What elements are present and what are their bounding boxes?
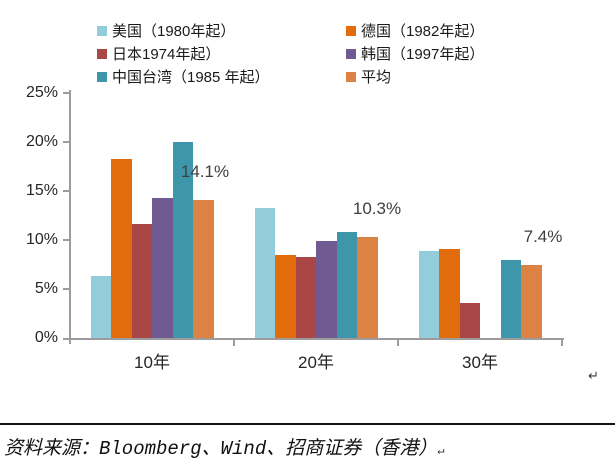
legend-label-germany: 德国（1982年起） xyxy=(361,23,485,40)
bar-korea-10y xyxy=(152,197,173,338)
legend-label-us: 美国（1980年起） xyxy=(112,23,236,40)
data-label-average-20y: 10.3% xyxy=(352,199,402,218)
bar-us-30y xyxy=(418,250,439,338)
legend-label-korea: 韩国（1997年起） xyxy=(361,46,485,63)
x-axis-tick xyxy=(233,340,235,346)
bar-germany-10y xyxy=(111,158,132,338)
bar-average-10y xyxy=(193,199,214,338)
y-axis-label: 0% xyxy=(34,329,58,346)
y-axis-label: 5% xyxy=(34,280,58,297)
bar-average-20y xyxy=(357,237,378,338)
bar-taiwan-10y xyxy=(172,142,193,338)
bar-japan-30y xyxy=(459,302,480,338)
footer-divider xyxy=(0,423,615,425)
legend-label-japan: 日本1974年起） xyxy=(112,46,221,63)
legend-item-average: 平均 xyxy=(346,65,484,88)
legend-label-taiwan: 中国台湾（1985 年起） xyxy=(112,69,270,86)
y-axis-tick xyxy=(63,239,70,241)
plot-area xyxy=(70,93,562,338)
y-axis-label: 25% xyxy=(25,84,58,101)
legend-item-germany: 德国（1982年起） xyxy=(346,19,484,42)
legend-swatch-us xyxy=(97,25,107,36)
legend-swatch-average xyxy=(346,71,356,82)
source-note: 资料来源：Bloomberg、Wind、招商证券（香港）↵ xyxy=(4,433,615,460)
bar-korea-20y xyxy=(316,240,337,338)
x-axis-label-30y: 30年 xyxy=(462,353,498,372)
y-axis-tick xyxy=(63,190,70,192)
bar-germany-20y xyxy=(275,254,296,338)
bar-average-30y xyxy=(521,265,542,338)
legend-item-us: 美国（1980年起） xyxy=(97,19,346,42)
bar-taiwan-30y xyxy=(500,259,521,338)
data-label-average-10y: 14.1% xyxy=(180,162,230,181)
y-axis-label: 20% xyxy=(25,133,58,150)
x-axis-tick xyxy=(561,340,563,346)
bar-japan-10y xyxy=(131,224,152,338)
legend-item-taiwan: 中国台湾（1985 年起） xyxy=(97,65,346,88)
legend-swatch-germany xyxy=(346,25,356,36)
legend-swatch-taiwan xyxy=(97,71,107,82)
bar-us-20y xyxy=(254,207,275,338)
chart-legend: 美国（1980年起） 德国（1982年起） 日本1974年起） 韩国（1997年起） 中… xyxy=(97,19,484,88)
bar-taiwan-20y xyxy=(336,232,357,338)
data-label-average-30y: 7.4% xyxy=(523,227,563,246)
y-axis-tick xyxy=(63,92,70,94)
legend-label-average: 平均 xyxy=(361,69,392,86)
y-axis-tick xyxy=(63,141,70,143)
source-text: 资料来源：Bloomberg、Wind、招商证券（香港） xyxy=(4,438,438,460)
legend-item-japan: 日本1974年起） xyxy=(97,42,346,65)
bar-germany-30y xyxy=(439,248,460,338)
bar-us-10y xyxy=(90,276,111,338)
y-axis-label: 10% xyxy=(25,231,58,248)
y-axis-label: 15% xyxy=(25,182,58,199)
x-axis-tick xyxy=(397,340,399,346)
x-axis-label-10y: 10年 xyxy=(134,353,170,372)
y-axis-tick xyxy=(63,288,70,290)
x-axis-line xyxy=(63,338,564,340)
paragraph-return-mark: ↵ xyxy=(437,444,445,458)
legend-item-korea: 韩国（1997年起） xyxy=(346,42,484,65)
legend-swatch-korea xyxy=(346,48,356,59)
legend-swatch-japan xyxy=(97,48,107,59)
y-axis-line xyxy=(69,90,71,344)
paragraph-return-mark: ↵ xyxy=(588,368,599,383)
x-axis-label-20y: 20年 xyxy=(298,353,334,372)
bar-japan-20y xyxy=(295,256,316,338)
bar-chart: 美国（1980年起） 德国（1982年起） 日本1974年起） 韩国（1997年起） 中… xyxy=(25,19,599,383)
